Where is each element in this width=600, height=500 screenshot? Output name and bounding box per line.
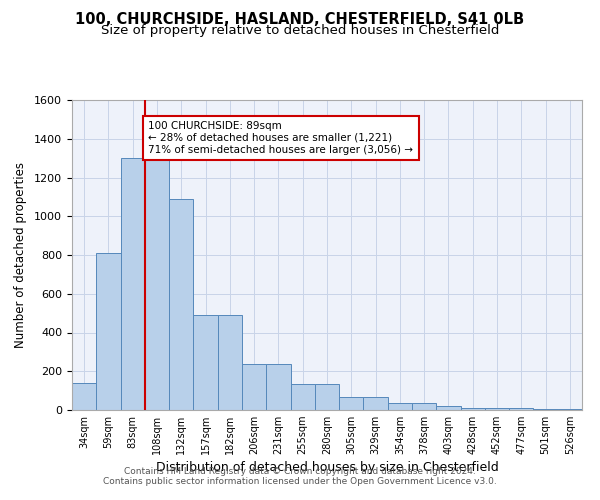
Bar: [558, 409, 582, 410]
Bar: [412, 403, 436, 410]
Bar: [121, 158, 145, 410]
Bar: [485, 408, 509, 410]
Bar: [388, 403, 412, 410]
Bar: [290, 384, 315, 410]
Bar: [169, 199, 193, 410]
Bar: [339, 398, 364, 410]
Bar: [436, 406, 461, 410]
Bar: [364, 398, 388, 410]
X-axis label: Distribution of detached houses by size in Chesterfield: Distribution of detached houses by size …: [155, 462, 499, 474]
Bar: [509, 408, 533, 410]
Text: Contains HM Land Registry data © Crown copyright and database right 2024.: Contains HM Land Registry data © Crown c…: [124, 467, 476, 476]
Text: 100 CHURCHSIDE: 89sqm
← 28% of detached houses are smaller (1,221)
71% of semi-d: 100 CHURCHSIDE: 89sqm ← 28% of detached …: [149, 122, 413, 154]
Bar: [461, 408, 485, 410]
Text: Contains public sector information licensed under the Open Government Licence v3: Contains public sector information licen…: [103, 477, 497, 486]
Text: 100, CHURCHSIDE, HASLAND, CHESTERFIELD, S41 0LB: 100, CHURCHSIDE, HASLAND, CHESTERFIELD, …: [76, 12, 524, 28]
Bar: [242, 364, 266, 410]
Bar: [193, 315, 218, 410]
Bar: [145, 158, 169, 410]
Bar: [533, 409, 558, 410]
Bar: [72, 383, 96, 410]
Bar: [218, 315, 242, 410]
Y-axis label: Number of detached properties: Number of detached properties: [14, 162, 27, 348]
Bar: [96, 253, 121, 410]
Bar: [266, 364, 290, 410]
Bar: [315, 384, 339, 410]
Text: Size of property relative to detached houses in Chesterfield: Size of property relative to detached ho…: [101, 24, 499, 37]
